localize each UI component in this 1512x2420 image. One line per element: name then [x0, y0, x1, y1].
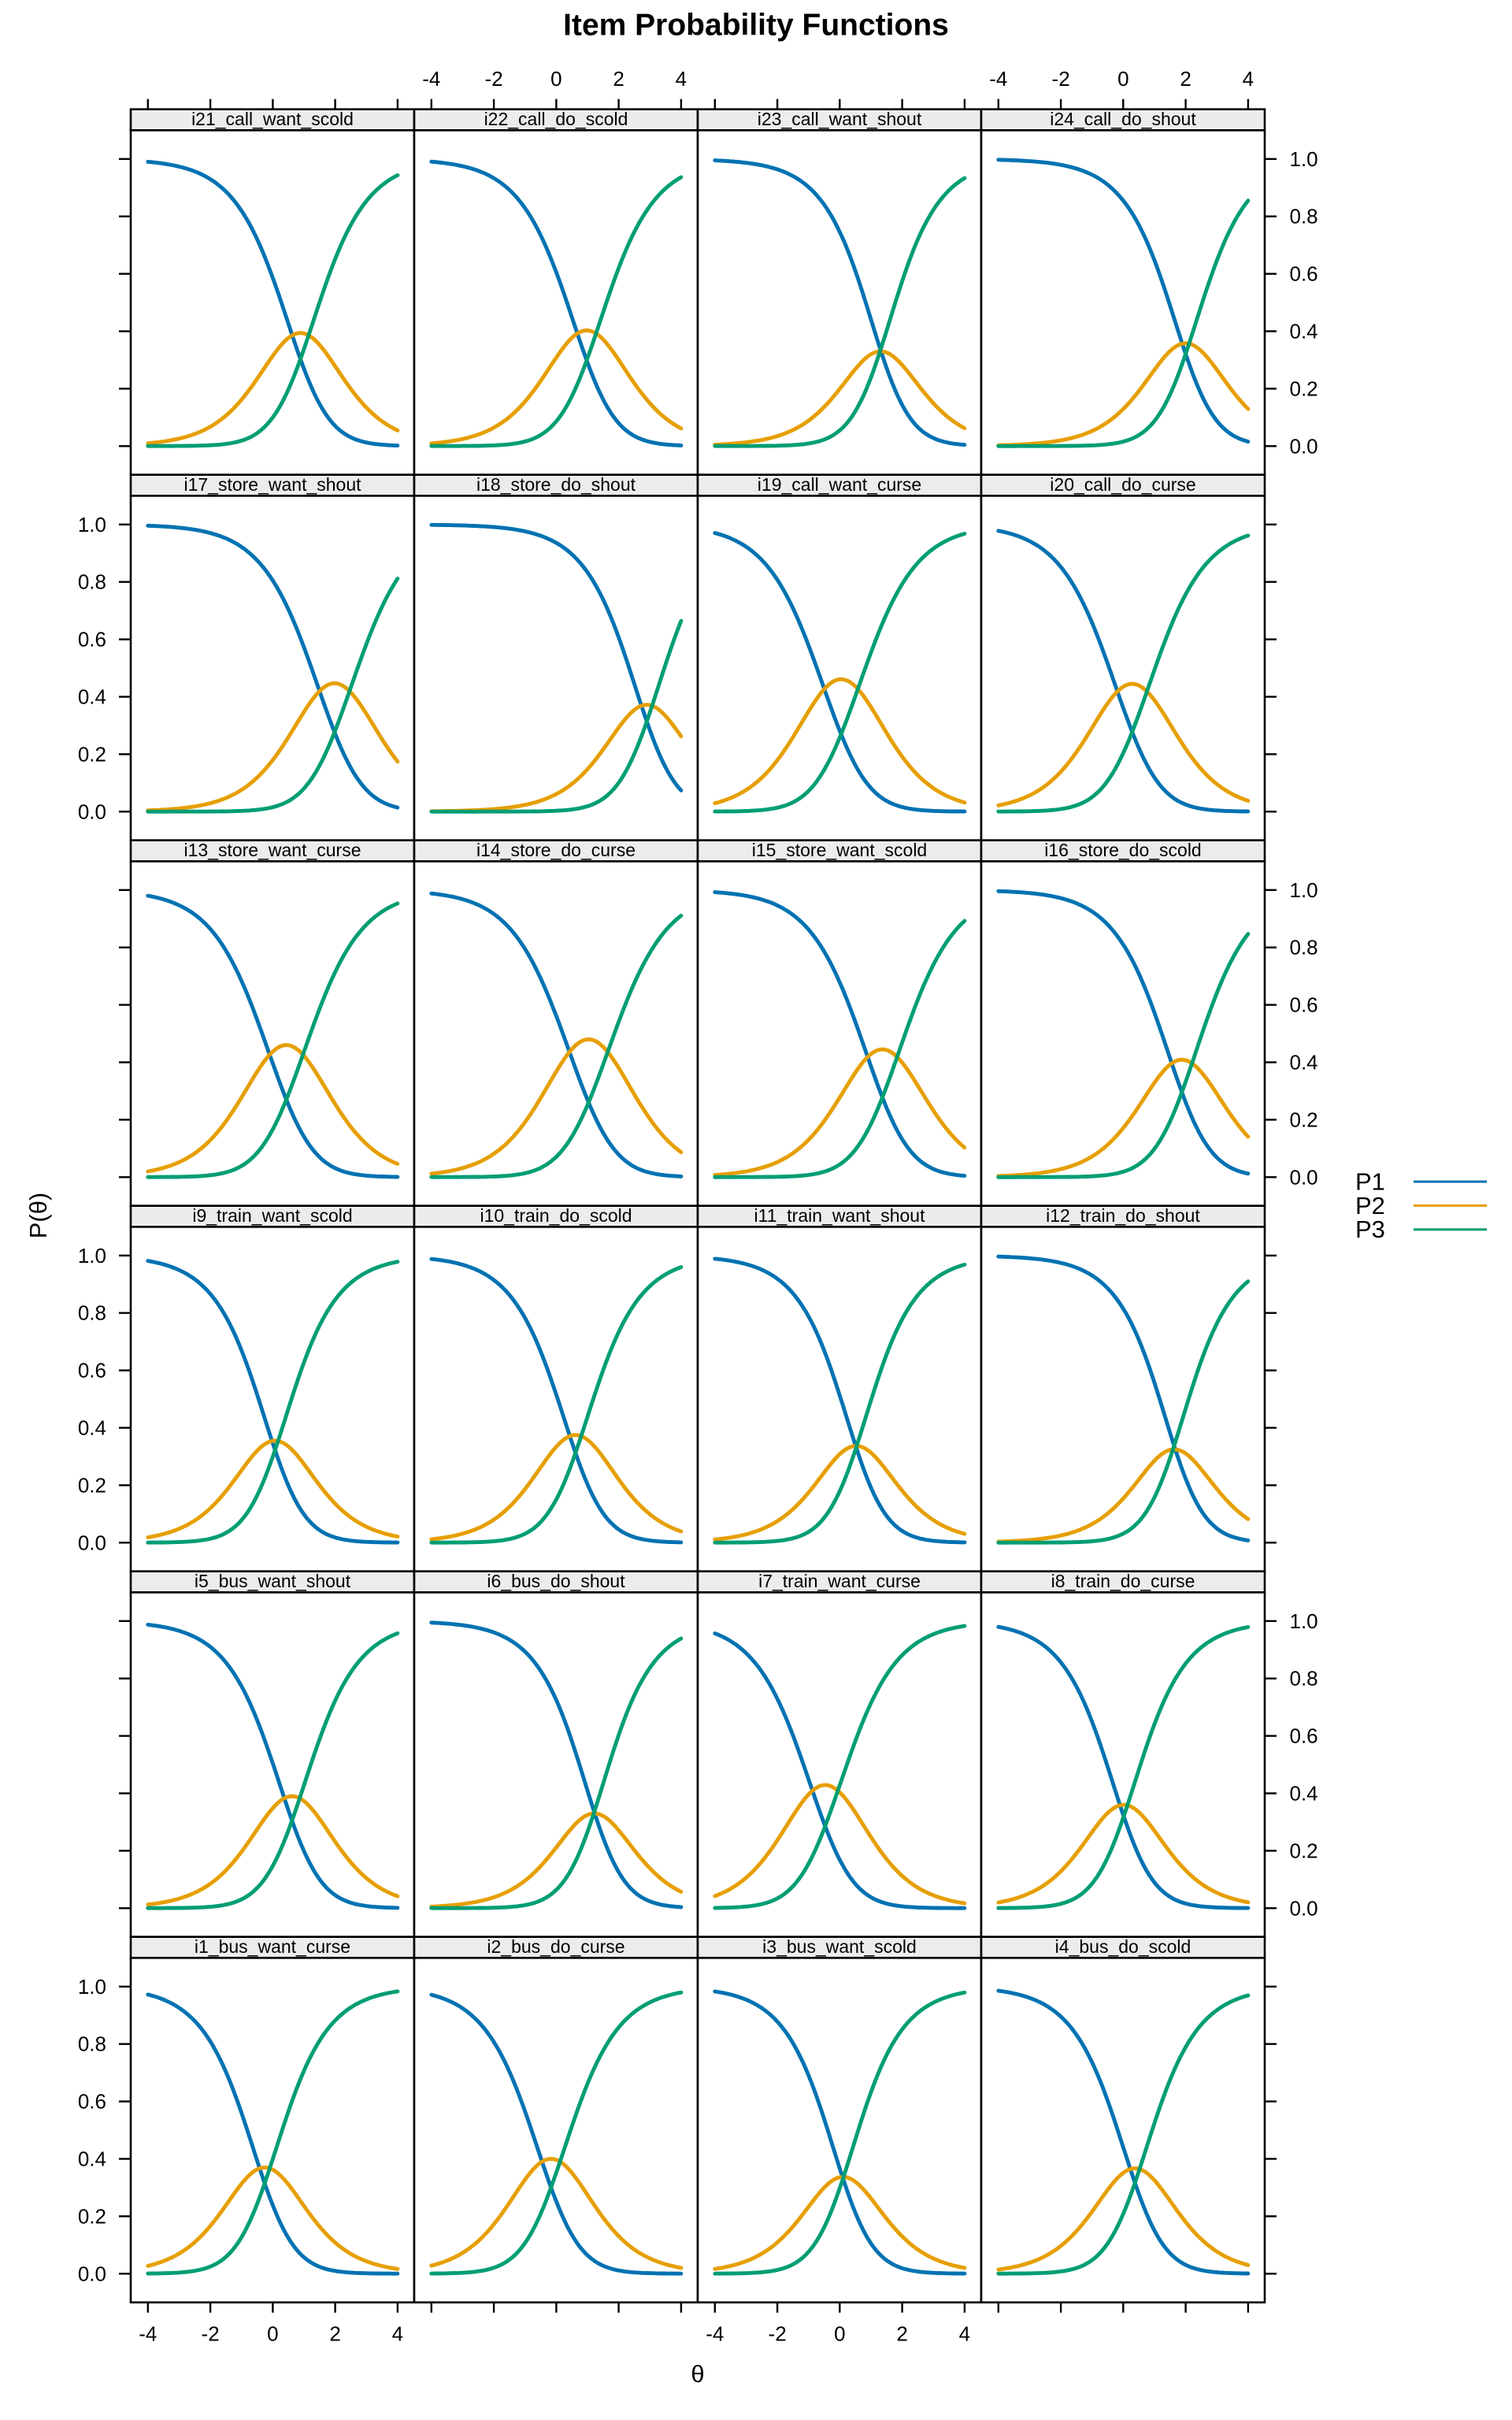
svg-text:i5_bus_want_shout: i5_bus_want_shout	[195, 1571, 351, 1591]
svg-text:2: 2	[1180, 67, 1191, 91]
svg-text:-2: -2	[769, 2322, 787, 2345]
svg-text:0.0: 0.0	[78, 2262, 106, 2285]
svg-text:θ: θ	[691, 2360, 704, 2388]
svg-text:-4: -4	[706, 2322, 724, 2345]
svg-text:0.2: 0.2	[1290, 1108, 1318, 1131]
svg-text:i2_bus_do_curse: i2_bus_do_curse	[487, 1936, 624, 1957]
svg-text:0.6: 0.6	[78, 628, 106, 651]
svg-text:4: 4	[392, 2322, 403, 2345]
svg-text:1.0: 1.0	[1290, 147, 1318, 171]
svg-text:2: 2	[329, 2322, 340, 2345]
svg-text:4: 4	[676, 67, 687, 91]
svg-text:i19_call_want_curse: i19_call_want_curse	[758, 474, 921, 495]
svg-text:0.0: 0.0	[1290, 1165, 1318, 1189]
svg-text:0.8: 0.8	[78, 570, 106, 594]
svg-text:i7_train_want_curse: i7_train_want_curse	[758, 1571, 921, 1591]
svg-text:0.4: 0.4	[1290, 320, 1318, 343]
svg-text:0: 0	[267, 2322, 278, 2345]
svg-text:2: 2	[896, 2322, 907, 2345]
svg-text:P2: P2	[1355, 1192, 1385, 1219]
svg-text:i18_store_do_shout: i18_store_do_shout	[476, 474, 636, 495]
svg-text:1.0: 1.0	[78, 513, 106, 536]
svg-text:0.8: 0.8	[1290, 936, 1318, 959]
svg-text:0.8: 0.8	[78, 1301, 106, 1325]
svg-text:4: 4	[1243, 67, 1254, 91]
svg-text:i12_train_do_shout: i12_train_do_shout	[1046, 1205, 1200, 1226]
svg-text:i21_call_want_scold: i21_call_want_scold	[191, 109, 354, 129]
svg-text:Item Probability Functions: Item Probability Functions	[563, 8, 949, 42]
svg-text:2: 2	[613, 67, 624, 91]
svg-text:1.0: 1.0	[78, 1975, 106, 1999]
svg-text:0.2: 0.2	[78, 742, 106, 766]
svg-text:i15_store_want_scold: i15_store_want_scold	[752, 840, 927, 860]
svg-text:i1_bus_want_curse: i1_bus_want_curse	[195, 1936, 350, 1957]
svg-text:0: 0	[834, 2322, 845, 2345]
svg-text:0.4: 0.4	[1290, 1782, 1318, 1806]
svg-text:P(θ): P(θ)	[24, 1193, 52, 1239]
svg-text:P1: P1	[1355, 1168, 1385, 1196]
svg-text:i14_store_do_curse: i14_store_do_curse	[476, 840, 636, 860]
svg-text:i6_bus_do_shout: i6_bus_do_shout	[487, 1571, 625, 1591]
svg-text:0.6: 0.6	[78, 1359, 106, 1383]
svg-text:i3_bus_want_scold: i3_bus_want_scold	[762, 1936, 917, 1957]
svg-text:4: 4	[959, 2322, 970, 2345]
svg-text:P3: P3	[1355, 1216, 1385, 1243]
svg-text:0.8: 0.8	[1290, 1667, 1318, 1691]
svg-text:i10_train_do_scold: i10_train_do_scold	[480, 1205, 632, 1226]
svg-text:0.2: 0.2	[78, 2204, 106, 2228]
svg-text:i11_train_want_shout: i11_train_want_shout	[754, 1205, 926, 1226]
svg-text:0.6: 0.6	[78, 2090, 106, 2114]
svg-text:i22_call_do_scold: i22_call_do_scold	[484, 109, 628, 129]
svg-text:0.0: 0.0	[1290, 1896, 1318, 1920]
svg-text:i8_train_do_curse: i8_train_do_curse	[1051, 1571, 1195, 1591]
svg-text:-4: -4	[139, 2322, 157, 2345]
svg-text:0.8: 0.8	[78, 2032, 106, 2056]
svg-text:1.0: 1.0	[1290, 878, 1318, 902]
svg-text:i17_store_want_shout: i17_store_want_shout	[183, 474, 361, 495]
svg-text:i9_train_want_scold: i9_train_want_scold	[192, 1205, 352, 1226]
svg-text:i20_call_do_curse: i20_call_do_curse	[1050, 474, 1195, 495]
svg-text:0.6: 0.6	[1290, 1724, 1318, 1748]
svg-text:-4: -4	[989, 67, 1007, 91]
svg-text:-2: -2	[1052, 67, 1070, 91]
svg-text:0.4: 0.4	[78, 2147, 106, 2171]
svg-text:i13_store_want_curse: i13_store_want_curse	[183, 840, 361, 860]
svg-text:i16_store_do_scold: i16_store_do_scold	[1044, 840, 1201, 860]
svg-text:0.2: 0.2	[78, 1473, 106, 1497]
svg-text:0.6: 0.6	[1290, 993, 1318, 1017]
svg-text:0.0: 0.0	[78, 1531, 106, 1554]
svg-text:0.8: 0.8	[1290, 205, 1318, 228]
svg-text:i23_call_want_shout: i23_call_want_shout	[758, 109, 922, 129]
svg-text:0.6: 0.6	[1290, 262, 1318, 286]
svg-text:i4_bus_do_scold: i4_bus_do_scold	[1055, 1936, 1191, 1957]
svg-text:0.4: 0.4	[1290, 1051, 1318, 1075]
svg-text:0.4: 0.4	[78, 1416, 106, 1440]
svg-text:i24_call_do_shout: i24_call_do_shout	[1050, 109, 1196, 129]
svg-text:1.0: 1.0	[1290, 1609, 1318, 1633]
svg-text:0.0: 0.0	[1290, 434, 1318, 458]
svg-text:0: 0	[1117, 67, 1128, 91]
svg-text:0.0: 0.0	[78, 800, 106, 823]
svg-text:0: 0	[550, 67, 561, 91]
svg-text:0.2: 0.2	[1290, 1839, 1318, 1862]
svg-text:0.4: 0.4	[78, 685, 106, 709]
svg-text:-2: -2	[202, 2322, 220, 2345]
svg-text:1.0: 1.0	[78, 1244, 106, 1268]
svg-text:-4: -4	[422, 67, 440, 91]
svg-text:-2: -2	[485, 67, 503, 91]
svg-text:0.2: 0.2	[1290, 377, 1318, 400]
